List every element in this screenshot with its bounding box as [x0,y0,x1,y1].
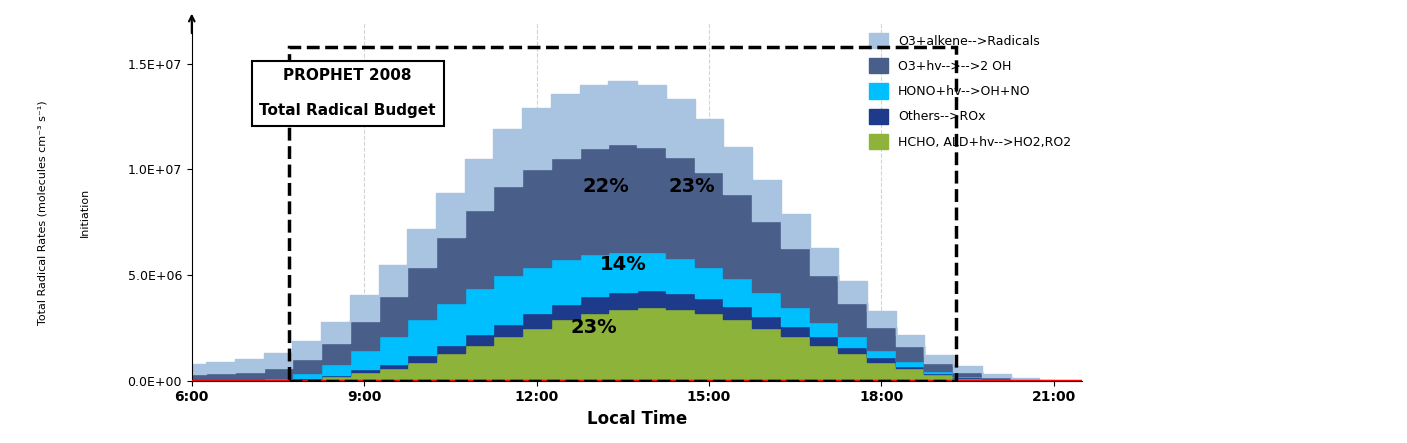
Text: Total Radical Rates (molecules cm⁻³ s⁻¹): Total Radical Rates (molecules cm⁻³ s⁻¹) [37,100,48,325]
Legend: O3+alkene-->Radicals, O3+hv-->-->2 OH, HONO+hv-->OH+NO, Others-->ROx, HCHO, ALD+: O3+alkene-->Radicals, O3+hv-->-->2 OH, H… [864,28,1076,154]
Text: Initiation: Initiation [79,188,90,237]
Text: PROPHET 2008

Total Radical Budget: PROPHET 2008 Total Radical Budget [259,69,436,118]
Text: 23%: 23% [571,319,618,338]
Text: 23%: 23% [668,177,715,196]
Text: 14%: 14% [599,255,646,274]
X-axis label: Local Time: Local Time [587,410,687,428]
Text: 22%: 22% [582,177,629,196]
